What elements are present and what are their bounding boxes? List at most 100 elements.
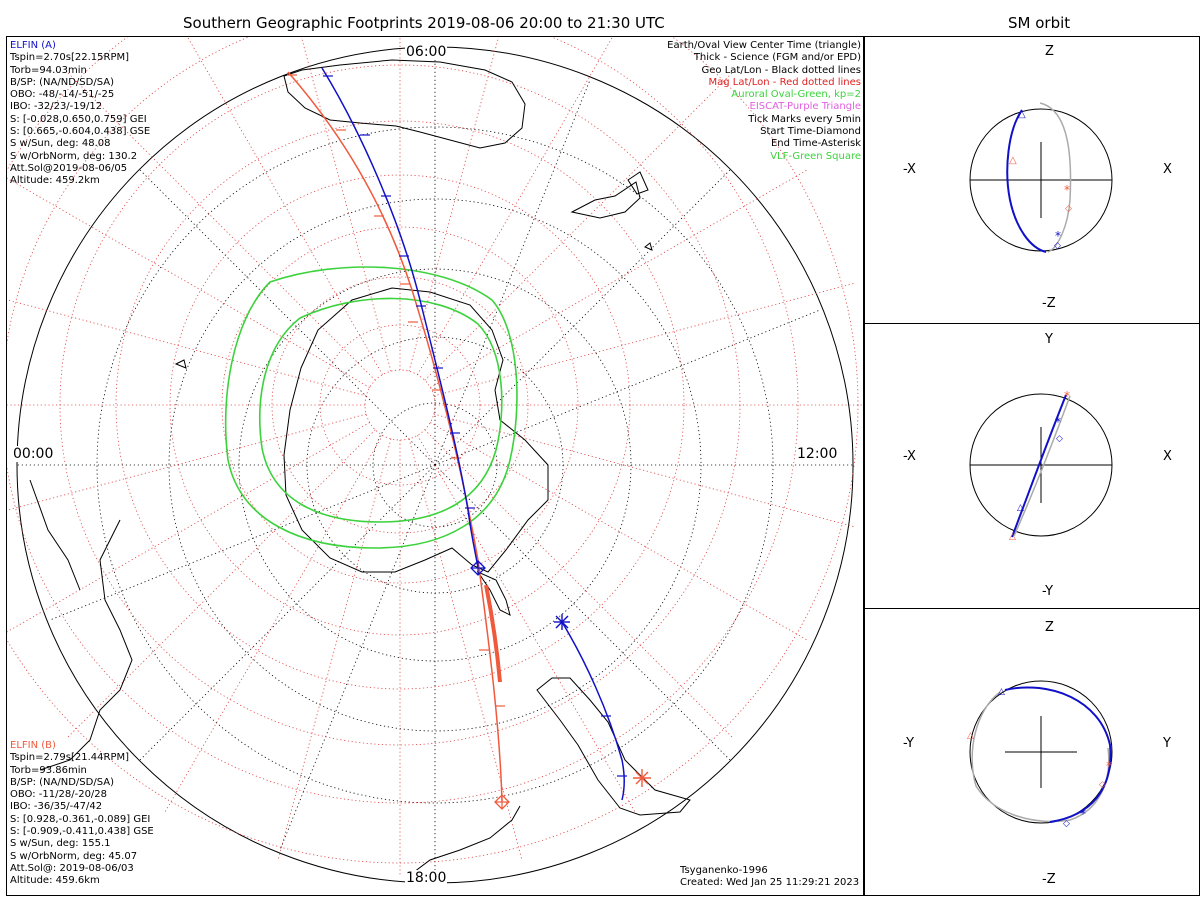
mag-meridian-line <box>424 429 733 738</box>
mag-meridian-line <box>408 438 523 860</box>
elfin-a-line: B/SP: (NA/ND/SD/SA) <box>10 76 114 88</box>
sm-marker: △ <box>1009 155 1017 166</box>
elfin-b-end-asterisk <box>633 769 651 787</box>
clock-label-bottom: 18:00 <box>405 870 448 886</box>
sm2-axis-h-pos: X <box>1163 449 1172 464</box>
sm-orbit-b <box>1039 102 1072 253</box>
mag-meridian-line <box>417 37 613 375</box>
elfin-a-line: S w/Sun, deg: 48.08 <box>10 138 111 150</box>
elfin-b-line: Altitude: 459.6km <box>10 875 100 887</box>
legend-item-start: Start Time-Diamond <box>760 126 861 138</box>
elfin-b-footprint-line <box>287 71 503 803</box>
sm-marker: ◇ <box>1065 204 1072 214</box>
elfin-a-line: S: [0.665,-0.604,0.438] GSE <box>10 126 151 138</box>
elfin-b-line: S w/OrbNorm, deg: 45.07 <box>10 850 138 862</box>
sm3-axis-h-neg: -Y <box>903 736 915 751</box>
sm-marker: * <box>1106 759 1112 773</box>
mag-meridian-line <box>433 413 855 528</box>
elfin-a-line: S w/OrbNorm, deg: 130.2 <box>10 150 138 162</box>
north-coast <box>409 805 521 876</box>
sm-marker: ◇ <box>1099 780 1106 790</box>
sm-marker: * <box>1064 183 1070 197</box>
mag-meridian-line <box>67 72 376 381</box>
sm-marker: △ <box>1018 109 1026 120</box>
credits: Tsyganenko-1996 Created: Wed Jan 25 11:2… <box>680 865 859 890</box>
elfin-b-line: S: [0.928,-0.361,-0.089] GEI <box>10 813 151 825</box>
legend-item-end: End Time-Asterisk <box>770 138 861 150</box>
sm-earth-circle <box>969 680 1113 824</box>
sm-orbit-a <box>1011 394 1067 538</box>
elfin-a-line: Att.Sol@2019-08-06/05 <box>10 162 128 174</box>
legend-item-mag-grid: Mag Lat/Lon - Red dotted lines <box>708 76 861 88</box>
sm2-axis-h-neg: -X <box>903 449 916 464</box>
sm-marker: ◇ <box>1056 434 1063 444</box>
mag-meridian-line <box>424 72 733 381</box>
elfin-a-line: OBO: -48/-14/-51/-25 <box>10 89 115 101</box>
sm-marker: * <box>1080 807 1086 821</box>
sm2-axis-v-neg: -Y <box>1042 584 1054 599</box>
elfin-b-name: ELFIN (B) <box>10 740 56 751</box>
elfin-a-track <box>321 67 627 801</box>
sm1-axis-v-pos: Z <box>1045 44 1054 59</box>
mag-meridian-line <box>7 299 367 397</box>
legend-item-eiscat: EISCAT-Purple Triangle <box>749 101 862 113</box>
sm-marker: △ <box>1009 532 1016 542</box>
elfin-a-line: Altitude: 459.2km <box>10 175 100 187</box>
elfin-b-start-diamond <box>494 794 510 810</box>
elfin-a-line: Tspin=2.70s[22.15RPM] <box>10 52 130 64</box>
legend-item-auroral-oval: Auroral Oval-Green, kp=2 <box>731 89 861 101</box>
mag-meridian-line <box>277 438 392 860</box>
model-credit: Tsyganenko-1996 <box>680 865 768 876</box>
elfin-b-info: ELFIN (B) Tspin=2.79s[21.44RPM] Torb=93.… <box>10 740 154 888</box>
sm1-axis-h-pos: X <box>1163 162 1172 177</box>
elfin-a-line: S: [-0.028,0.650,0.759] GEI <box>10 113 147 125</box>
elfin-b-line: B/SP: (NA/ND/SD/SA) <box>10 776 114 788</box>
island <box>174 359 187 369</box>
sm-panel-xy: * * ◇ △ △ <box>969 389 1113 542</box>
mag-meridian-line <box>7 177 370 388</box>
mag-meridian-line <box>67 429 376 738</box>
sm-marker: * <box>1055 229 1061 243</box>
africa-coast <box>39 519 133 771</box>
mag-meridian-line <box>164 435 383 813</box>
elfin-a-footprint-line-1 <box>321 67 479 569</box>
elfin-a-info: ELFIN (A) Tspin=2.70s[22.15RPM] Torb=94.… <box>10 40 150 188</box>
new-zealand-south <box>570 181 641 219</box>
sm-marker: ◇ <box>1054 241 1061 251</box>
sm-marker: △ <box>998 687 1005 697</box>
sm-orbit-a <box>1004 686 1112 823</box>
elfin-a-end-asterisk <box>554 614 570 630</box>
elfin-a-name: ELFIN (A) <box>10 40 56 51</box>
legend-item-view-center: Earth/Oval View Center Time (triangle) <box>667 40 861 51</box>
south-america-coast <box>536 677 691 816</box>
mag-meridian-line <box>187 37 383 375</box>
clock-label-left: 00:00 <box>12 446 55 462</box>
sm-orbit-title: SM orbit <box>1008 14 1071 32</box>
created-credit: Created: Wed Jan 25 11:29:21 2023 <box>680 877 860 889</box>
australia-coast <box>283 59 526 149</box>
legend: Earth/Oval View Center Time (triangle) T… <box>667 40 861 163</box>
auroral-oval-outer <box>224 266 518 549</box>
sm3-axis-v-pos: Z <box>1045 620 1054 635</box>
elfin-b-line: IBO: -36/35/-47/42 <box>10 801 103 813</box>
legend-item-ticks: Tick Marks every 5min <box>748 113 861 125</box>
sm-marker: △ <box>1017 503 1024 513</box>
legend-item-geo-grid: Geo Lat/Lon - Black dotted lines <box>701 64 861 76</box>
africa-inner <box>29 479 81 591</box>
mag-meridian-line <box>430 169 808 388</box>
mag-meridian-line <box>7 422 370 633</box>
elfin-b-line: S: [-0.909,-0.411,0.438] GSE <box>10 826 154 838</box>
island <box>644 242 653 251</box>
elfin-b-line: S w/Sun, deg: 155.1 <box>10 838 111 850</box>
elfin-a-line: Torb=94.03min <box>10 64 87 76</box>
sm1-axis-v-neg: -Z <box>1042 296 1056 311</box>
elfin-a-ticks <box>323 75 627 777</box>
antarctic-peninsula <box>476 570 511 616</box>
legend-item-science: Thick - Science (FGM and/or EPD) <box>693 52 861 64</box>
auroral-ovals <box>224 266 518 549</box>
clock-label-right: 12:00 <box>796 446 839 462</box>
elfin-b-science-segment <box>484 584 502 683</box>
mag-meridian-line <box>417 435 636 813</box>
elfin-b-track <box>287 71 651 810</box>
clock-label-top: 06:00 <box>405 44 448 60</box>
